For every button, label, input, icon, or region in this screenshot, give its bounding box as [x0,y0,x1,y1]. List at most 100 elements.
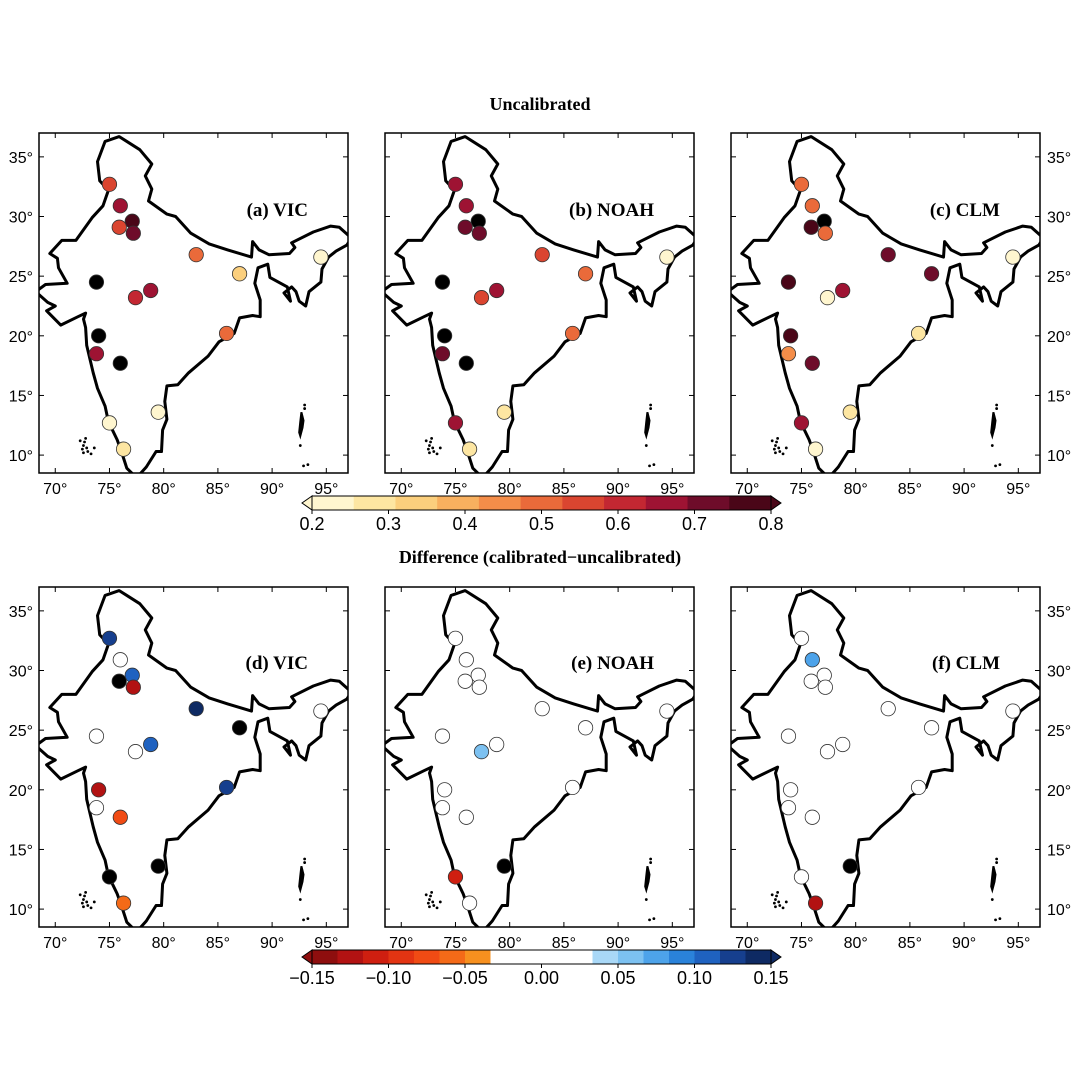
station-marker [783,782,799,798]
station-marker [835,282,851,299]
station-marker [819,744,836,760]
station-marker [150,858,166,874]
island-dot [995,403,999,407]
x-tick-label: 95° [314,481,338,498]
island-dot [85,900,89,904]
panel-label-b: (b) NOAH [569,200,654,221]
station-marker [111,219,127,235]
x-tick-label: 80° [152,481,176,498]
colorbar-segment [312,950,338,964]
island-dot [92,900,96,904]
island-dot [431,900,435,904]
colorbar-tick-label: 0.15 [753,968,788,988]
island-dot [775,440,778,444]
island-dot [777,446,781,450]
colorbar-segment [516,950,542,964]
colorbar-segment [541,950,568,964]
map-layer [39,589,348,927]
colorbar-segment [478,496,522,510]
station-marker [817,225,833,241]
colorbar-tick-label: 0.00 [524,968,559,988]
station-marker [534,247,550,263]
station-marker [817,679,833,695]
station-marker [458,355,474,371]
panel-background [731,133,1040,473]
x-tick-label: 85° [206,935,230,952]
y-tick-label: 25° [9,269,33,286]
station-marker [218,779,235,796]
map-layer [731,135,1040,473]
island-dot [86,904,90,907]
x-tick-label: 90° [260,935,284,952]
x-tick-label: 95° [314,935,338,952]
island-dot [772,447,776,451]
x-tick-label: 80° [844,481,868,498]
x-tick-label: 90° [260,481,284,498]
station-marker [231,266,248,282]
colorbar-segment [312,496,355,510]
x-tick-label: 75° [443,935,467,952]
station-marker [461,441,478,457]
colorbar-segment [414,950,440,964]
island-dot [781,906,785,910]
colorbar-segment [353,496,396,510]
colorbar-segment [643,950,670,964]
island-dot [435,452,439,456]
island-dot [432,450,436,453]
colorbar-arrow-high [770,495,782,511]
island-dot [84,437,88,440]
station-marker [458,809,474,825]
panel-frame [730,586,1041,928]
island-dot [777,900,781,904]
india-outline [385,589,694,927]
y-tick-label: 10° [1047,902,1071,919]
island-dot [430,891,434,894]
island-dot [649,407,653,410]
station-marker [804,652,820,668]
station-marker [793,176,810,192]
panel-background [385,133,694,473]
station-marker [780,274,797,290]
island-dot [649,861,653,864]
x-tick-label: 80° [498,935,522,952]
island-dot [649,857,653,861]
x-tick-label: 90° [606,935,630,952]
y-tick-label: 15° [1047,842,1071,859]
india-outline [39,589,348,927]
island-dot [778,904,782,907]
station-marker [780,346,797,362]
island-dot [306,917,310,921]
india-outline [39,135,348,473]
panel-background [39,587,348,927]
station-marker [803,219,819,235]
colorbar-tick-label: 0.6 [605,514,630,534]
y-tick-label: 30° [1047,210,1071,227]
station-marker [804,355,820,371]
island-dot [82,898,85,901]
colorbar-segment [388,950,415,964]
colorbar-tick-label: −0.15 [289,968,335,988]
island-dot [80,901,84,905]
panel-b: 70° 75° 80° 85° 90° 95° (b) NOAH [384,132,695,498]
colorbar-segment [604,496,647,510]
island-dot [426,901,430,905]
y-tick-label: 35° [1047,150,1071,167]
station-marker [115,895,132,911]
station-marker [88,800,105,816]
station-marker [101,415,118,431]
island-dot [429,440,432,444]
x-tick-label: 85° [552,935,576,952]
island-dot [89,452,93,456]
island-dot [432,904,436,907]
y-tick-label: 30° [9,664,33,681]
island-dot [303,407,307,410]
station-marker [783,328,799,344]
island-dot [78,893,82,897]
station-marker [489,736,505,753]
island-shape [651,931,653,933]
colorbar-segment [437,496,480,510]
island-dot [652,917,656,921]
colorbar-tick-label: 0.2 [299,514,324,534]
panel-frame [384,586,695,928]
colorbar-segment [687,496,730,510]
